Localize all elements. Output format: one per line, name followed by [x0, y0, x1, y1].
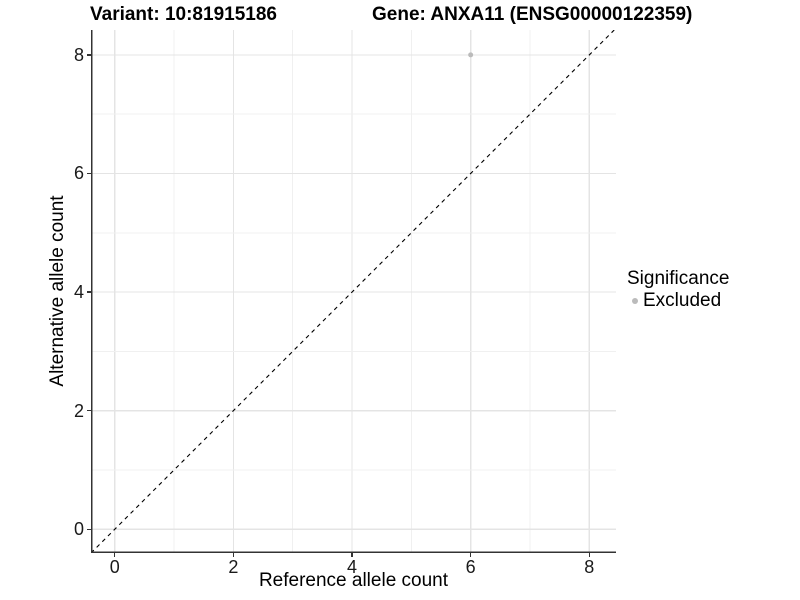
y-tick-mark [87, 291, 91, 293]
x-tick-mark [232, 553, 235, 557]
x-tick-label: 4 [347, 557, 358, 577]
x-tick-mark [113, 553, 116, 557]
data-point [468, 52, 474, 58]
x-tick-label: 8 [584, 557, 595, 577]
y-tick-mark [87, 409, 91, 412]
x-tick-label: 6 [465, 557, 476, 577]
y-tick-label: 0 [73, 519, 84, 540]
legend: Significance Excluded [627, 268, 729, 312]
y-tick-label: 2 [73, 400, 84, 421]
y-tick-label: 6 [73, 163, 84, 184]
x-tick-label: 2 [228, 557, 239, 577]
variant-title: Variant: 10:81915186 [90, 4, 277, 25]
y-tick-mark [87, 528, 91, 531]
legend-item-label: Excluded [643, 290, 722, 311]
y-tick-mark [87, 172, 91, 175]
gene-title: Gene: ANXA11 (ENSG00000122359) [372, 4, 693, 25]
plot-panel [91, 30, 616, 553]
legend-item: Excluded [627, 290, 729, 312]
y-axis-label: Alternative allele count [47, 195, 68, 387]
y-tick-label: 8 [73, 44, 84, 65]
excluded-point-icon [632, 298, 638, 304]
identity-line [91, 30, 615, 553]
x-axis-label: Reference allele count [258, 570, 449, 591]
legend-key [627, 298, 643, 304]
y-tick-mark [87, 54, 91, 56]
x-tick-mark [351, 553, 353, 557]
x-tick-mark [588, 553, 591, 557]
y-tick-label: 4 [73, 282, 84, 303]
chart-svg [91, 30, 616, 553]
legend-title: Significance [627, 268, 730, 289]
x-tick-label: 0 [109, 557, 120, 577]
x-tick-mark [469, 553, 472, 557]
